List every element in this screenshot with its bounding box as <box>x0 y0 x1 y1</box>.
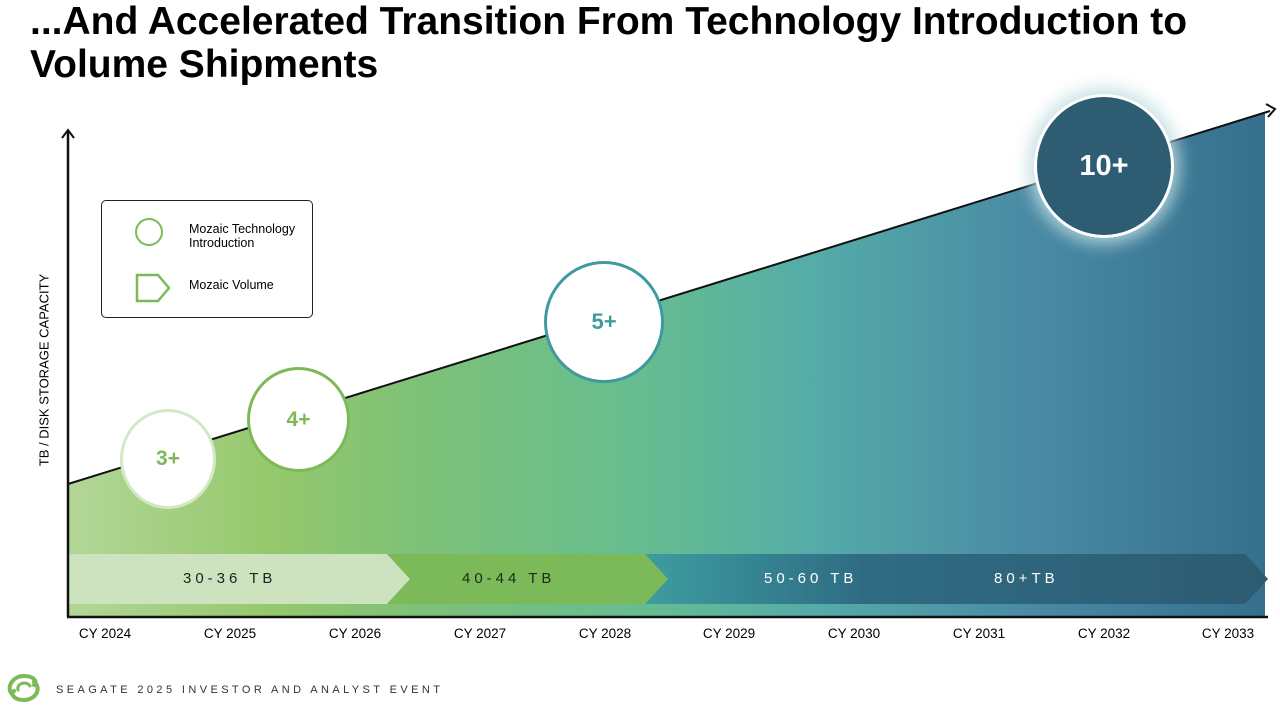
x-tick-label: CY 2024 <box>78 626 132 641</box>
band-label-50-60tb: 50-60 TB <box>764 570 858 587</box>
footer-event-label: SEAGATE 2025 INVESTOR AND ANALYST EVENT <box>56 684 444 696</box>
x-tick-label: CY 2026 <box>328 626 382 641</box>
y-axis-label: TB / DISK STORAGE CAPACITY <box>36 273 52 467</box>
band-label-40-44tb: 40-44 TB <box>462 570 556 587</box>
x-tick-label: CY 2025 <box>203 626 257 641</box>
x-tick-label: CY 2032 <box>1077 626 1131 641</box>
legend-label-volume: Mozaic Volume <box>189 278 274 292</box>
y-axis-arrowhead <box>61 128 75 139</box>
introduction-bubble-3tb: 3+ <box>120 409 216 509</box>
legend: Mozaic Technology Introduction Mozaic Vo… <box>101 200 313 318</box>
introduction-bubble-10tb: 10+ <box>1034 94 1174 238</box>
slide-title: ...And Accelerated Transition From Techn… <box>30 0 1188 86</box>
pentagon-arrow-icon <box>135 273 171 303</box>
capacity-growth-area <box>68 112 1265 617</box>
band-label-80tb: 80+TB <box>994 570 1059 587</box>
band-50tb-plus <box>645 554 1268 604</box>
band-40-44tb <box>387 554 668 604</box>
x-tick-label: CY 2029 <box>702 626 756 641</box>
x-tick-label: CY 2033 <box>1201 626 1255 641</box>
circle-outline-icon <box>135 218 163 246</box>
x-tick-label: CY 2027 <box>453 626 507 641</box>
seagate-logo-icon <box>7 673 40 703</box>
x-tick-label: CY 2030 <box>827 626 881 641</box>
trend-arrowhead <box>1265 103 1277 118</box>
x-tick-label: CY 2028 <box>578 626 632 641</box>
band-30-36tb <box>68 554 410 604</box>
introduction-bubble-4tb: 4+ <box>247 367 350 472</box>
band-label-30-36tb: 30-36 TB <box>183 570 277 587</box>
introduction-bubble-5tb: 5+ <box>544 261 664 383</box>
legend-label-introduction: Mozaic Technology Introduction <box>189 222 296 250</box>
x-tick-label: CY 2031 <box>952 626 1006 641</box>
